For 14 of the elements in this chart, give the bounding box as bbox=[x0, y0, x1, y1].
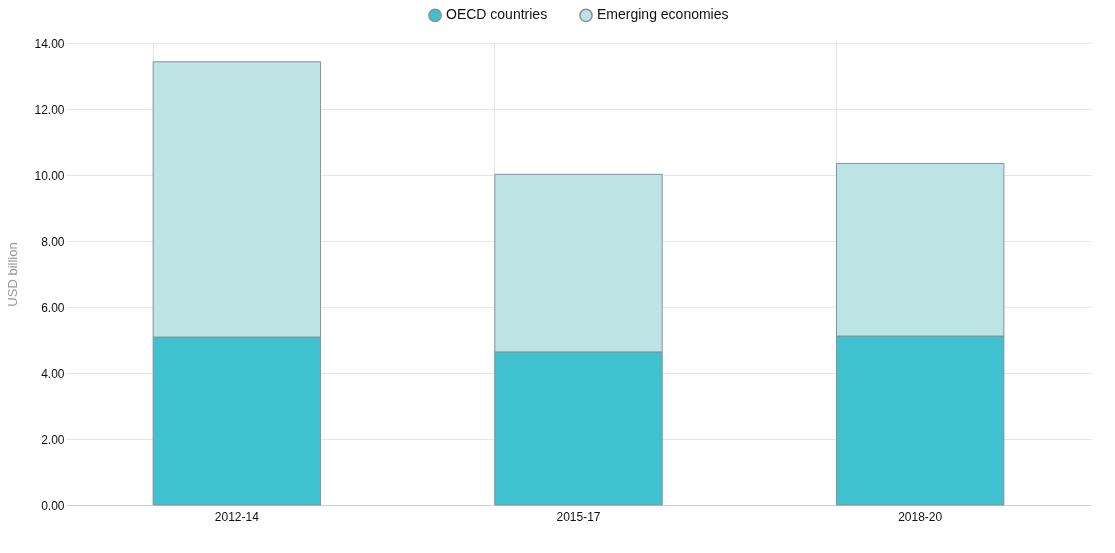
y-tick-label: 4.00 bbox=[41, 366, 65, 381]
legend-label: OECD countries bbox=[446, 6, 548, 23]
x-tick-label: 2018-20 bbox=[898, 509, 943, 524]
y-axis-title: USD billion bbox=[5, 242, 21, 307]
y-tick-label: 10.00 bbox=[34, 168, 65, 183]
y-tick-label: 6.00 bbox=[41, 300, 65, 315]
y-tick-label: 0.00 bbox=[41, 498, 65, 513]
x-tick-label: 2012-14 bbox=[214, 509, 260, 524]
y-tick-label: 2.00 bbox=[41, 432, 65, 447]
x-tick-label: 2015-17 bbox=[556, 509, 601, 524]
y-tick-label: 14.00 bbox=[34, 36, 65, 51]
legend-label: Emerging economies bbox=[597, 6, 729, 23]
y-tick-label: 8.00 bbox=[41, 234, 65, 249]
y-tick-label: 12.00 bbox=[34, 102, 65, 117]
